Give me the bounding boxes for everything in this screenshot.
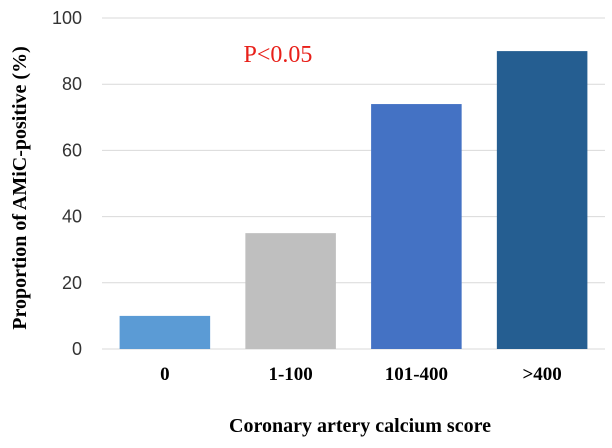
bar	[119, 315, 211, 349]
category-labels: 0 1-100 101-400 >400	[160, 364, 562, 385]
y-tick-label: 0	[72, 339, 82, 359]
y-tick-label: 60	[62, 140, 82, 160]
y-tick-label: 20	[62, 273, 82, 293]
y-tick-label: 80	[62, 74, 82, 94]
y-tick-label: 40	[62, 207, 82, 227]
x-tick-label: >400	[522, 364, 561, 385]
p-value-annotation: P<0.05	[244, 42, 313, 68]
bar	[245, 233, 336, 349]
y-tick-label: 100	[52, 8, 82, 28]
x-tick-label: 1-100	[268, 364, 312, 385]
x-axis-title: Coronary artery calcium score	[229, 415, 491, 437]
x-tick-label: 101-400	[385, 364, 448, 385]
y-tick-labels: 0 20 40 60 80 100	[52, 8, 82, 359]
bars	[119, 51, 588, 349]
bar	[496, 51, 588, 349]
bar	[371, 104, 462, 349]
x-tick-label: 0	[160, 364, 170, 385]
y-axis-title: Proportion of AMiC-positive (%)	[9, 46, 31, 330]
